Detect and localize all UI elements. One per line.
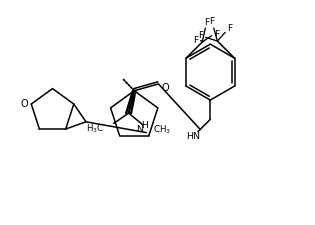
Text: N: N <box>137 125 144 134</box>
Text: F: F <box>193 36 198 45</box>
Text: F: F <box>227 24 232 33</box>
Text: H: H <box>141 121 147 130</box>
Text: F: F <box>214 30 219 39</box>
Text: F: F <box>204 18 209 27</box>
Text: F: F <box>198 31 203 40</box>
Text: CH$_3$: CH$_3$ <box>152 123 170 135</box>
Text: F: F <box>209 17 215 26</box>
Text: O: O <box>20 99 28 109</box>
Text: HN: HN <box>186 132 200 141</box>
Text: H$_3$C: H$_3$C <box>86 122 104 135</box>
Text: O: O <box>162 83 169 93</box>
